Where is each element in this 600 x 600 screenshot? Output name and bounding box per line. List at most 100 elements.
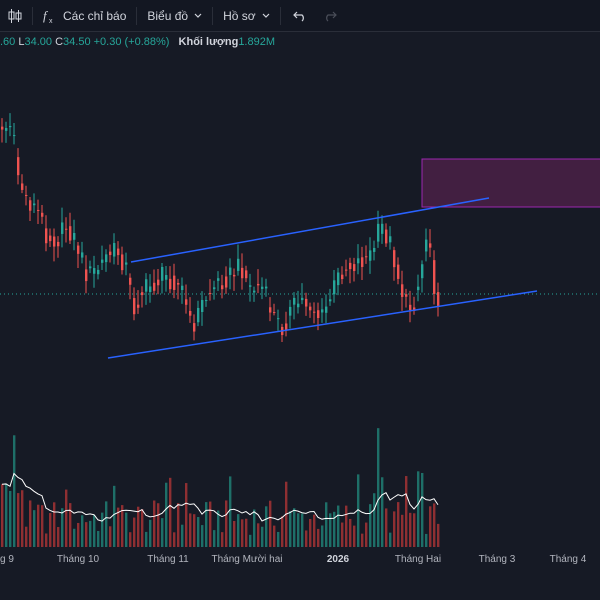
volume-bar [25,526,28,547]
candle [349,257,352,284]
candle [381,215,384,244]
candle [389,226,392,250]
candle [385,223,388,247]
indicators-button[interactable]: f x Các chỉ báo [37,0,132,31]
chart-menu-button[interactable]: Biểu đồ [141,0,208,31]
candle [93,255,96,288]
candle [177,278,180,300]
candle [217,271,220,291]
volume-bar [209,501,212,547]
candle [237,244,240,276]
open-value: .60 [0,36,16,48]
candle [225,266,228,294]
candle [401,270,404,311]
candle [1,118,4,143]
volume-bar [373,493,376,547]
ohlc-legend: .60 L34.00 C34.50 +0.30 (+0.88%) Khối lư… [0,36,275,48]
candle [269,297,272,322]
channel-lower-trendline[interactable] [107,290,538,359]
volume-bar [185,483,188,547]
candle [21,174,24,194]
candle [57,236,60,258]
candle [145,273,148,305]
price-chart[interactable]: g 9 Tháng 10 Tháng 11 Tháng Mười hai 2026 Thá… [0,32,600,600]
volume-bar [125,512,128,547]
volume-bar [89,520,92,547]
volume-bar [193,514,196,547]
candle [285,311,288,337]
candle [325,294,328,324]
volume-bar [217,510,220,547]
profile-menu-button[interactable]: Hồ sơ [217,0,276,31]
volume-bar [341,522,344,547]
volume-bar [161,518,164,547]
volume-bar [245,518,248,547]
volume-bar [289,511,292,547]
candle [365,245,368,264]
redo-button[interactable] [315,0,345,31]
candle [45,215,48,252]
volume-moving-average-line [1,472,439,522]
candle [201,291,204,326]
volume-bar [405,476,408,547]
candle [289,299,292,329]
volume-bar [409,512,412,547]
volume-bar [333,511,336,547]
volume-bar [421,472,424,547]
volume-bar [317,528,320,547]
candle [5,121,8,143]
volume-bar [397,502,400,547]
candle [437,282,440,317]
candle [297,290,300,314]
candle [397,257,400,285]
time-axis-label: Tháng 3 [479,554,516,565]
volume-bar [201,525,204,547]
volume-bar [97,530,100,547]
candle [153,269,156,295]
volume-bar [41,505,44,547]
candle [141,286,144,308]
close-label: C [55,36,64,48]
candle [345,259,348,277]
volume-bar [17,493,20,547]
candle [165,266,168,292]
volume-bar [37,504,40,547]
candle [293,292,296,320]
undo-button[interactable] [285,0,315,31]
volume-bar [265,506,268,547]
candle [29,197,32,222]
volume-bar [49,513,52,547]
rectangle-zone[interactable] [421,158,600,208]
chevron-down-icon [194,13,202,19]
candle [257,269,260,294]
volume-bar [129,532,132,547]
candle [193,314,196,341]
candle [49,228,52,247]
volume-bar [413,513,416,547]
channel-upper-trendline[interactable] [130,197,490,263]
volume-bar [393,511,396,547]
volume-bar [389,532,392,547]
time-axis-label: 2026 [327,554,350,565]
volume-bar [141,509,144,547]
volume-bar [429,506,432,547]
candle [277,309,280,331]
candle [413,296,416,315]
candle [33,193,36,214]
time-axis-label: Tháng Hai [395,554,441,565]
candle [329,288,332,306]
chart-type-button[interactable] [0,0,28,31]
volume-bar [357,474,360,547]
volume-bar [353,525,356,547]
volume-bar [181,524,184,547]
candle [301,283,304,305]
volume-bar [313,514,316,547]
volume-bar [173,532,176,547]
candle [13,123,16,145]
candle [361,246,364,281]
volume-value: 1.892M [238,36,276,48]
candle [113,233,116,265]
svg-text:f: f [43,8,49,23]
volume-bar [281,516,284,547]
candle [149,274,152,303]
